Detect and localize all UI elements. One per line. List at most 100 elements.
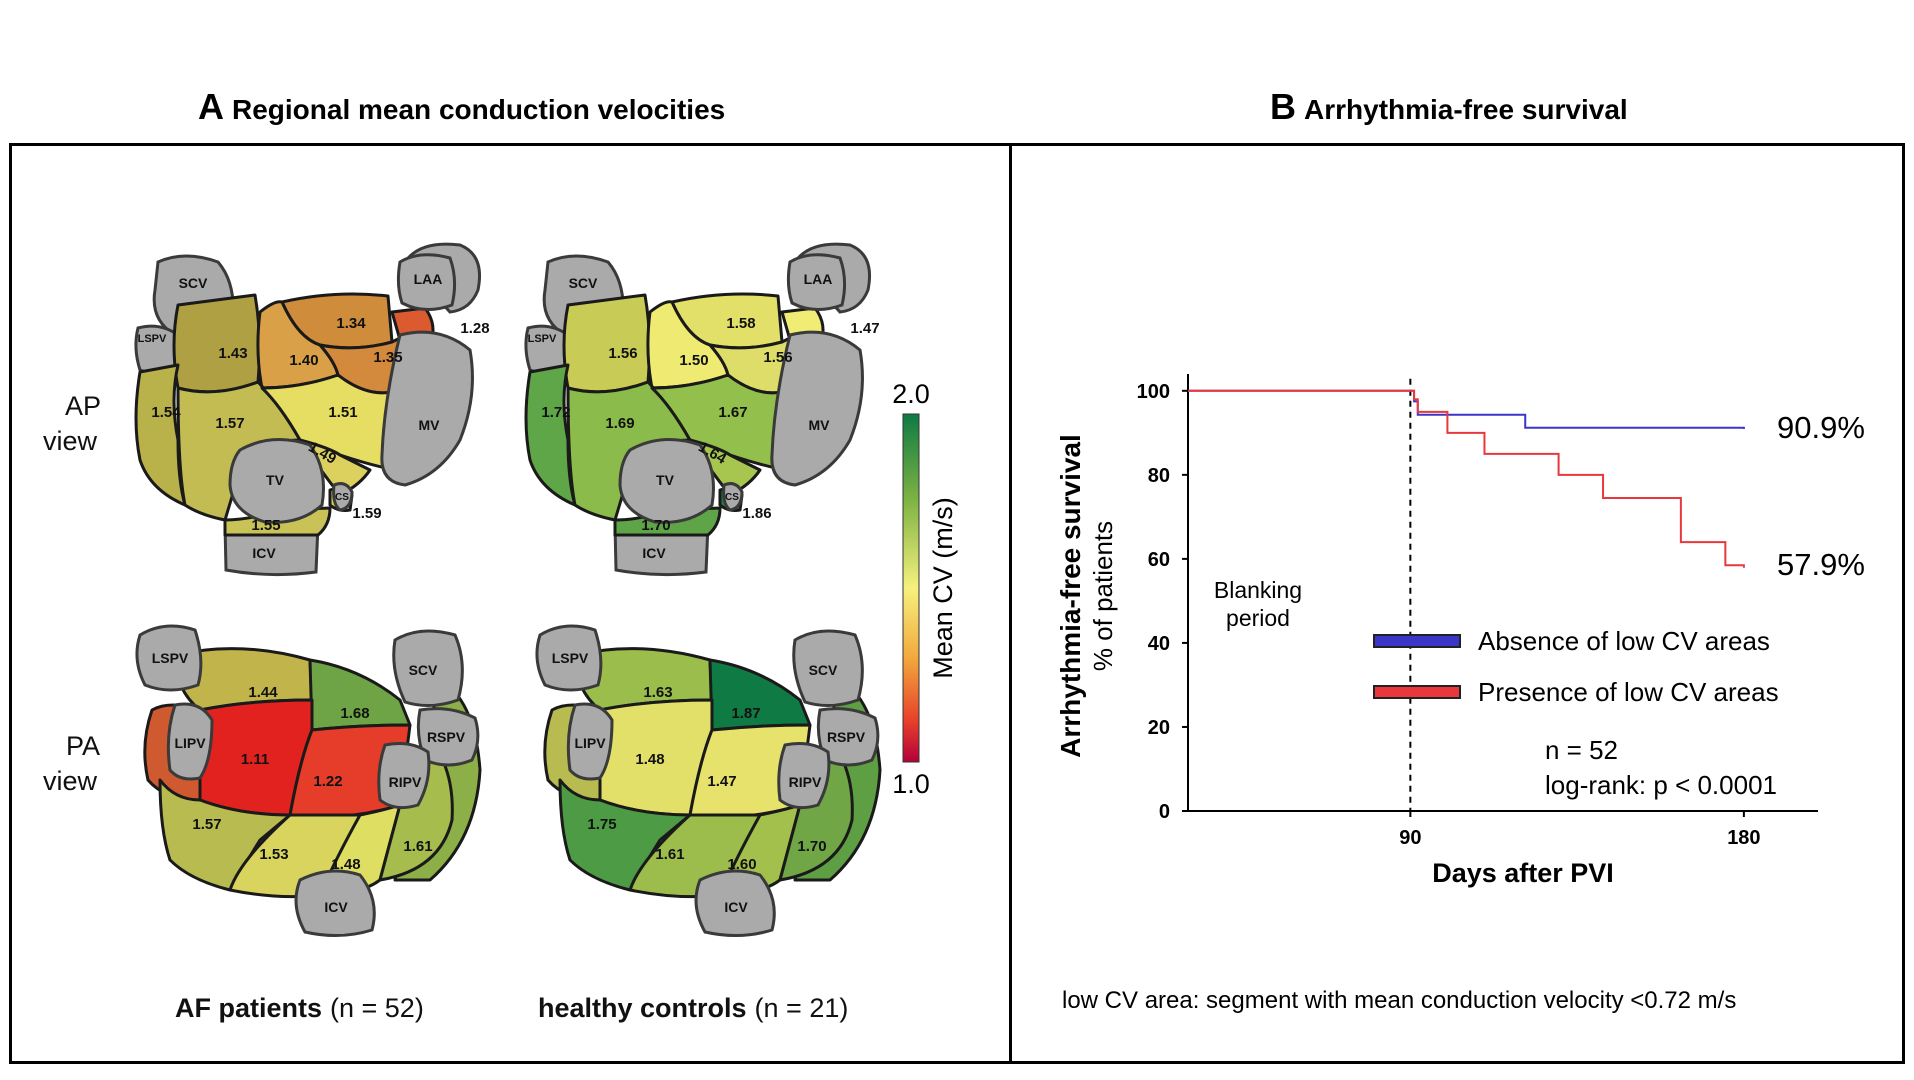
lipv-vessel xyxy=(166,702,214,781)
series-line-1 xyxy=(1188,389,1745,568)
hc-ap-cv-8: 1.67 xyxy=(718,404,747,421)
af-pa-label-lipv: LIPV xyxy=(174,735,206,751)
af-pa-cv-1: 1.44 xyxy=(248,684,278,701)
panel-b-title-text: Arrhythmia-free survival xyxy=(1304,94,1628,125)
af-pa-label-lspv: LSPV xyxy=(152,650,189,666)
colorbar-label: Mean CV (m/s) xyxy=(928,497,958,679)
icv-vessel xyxy=(223,523,320,577)
y-tick-label-4: 80 xyxy=(1148,465,1170,487)
x-axis-title: Days after PVI xyxy=(1432,858,1614,888)
af-ap-cv-8: 1.51 xyxy=(328,404,357,421)
hc-pa-label-lspv: LSPV xyxy=(552,650,589,666)
af-pa-cv-2: 1.68 xyxy=(340,705,369,722)
group-label-hc-n: (n = 21) xyxy=(755,993,849,1023)
af-ap-cv-3: 1.40 xyxy=(289,352,318,369)
pa-row-label-1: PA xyxy=(66,731,100,761)
hc-ap-cv-2: 1.58 xyxy=(726,315,755,332)
mv-vessel xyxy=(380,330,474,487)
panel-a-title: A Regional mean conduction velocities xyxy=(198,86,725,128)
af-ap-cv-1: 1.43 xyxy=(218,345,247,362)
rspv-vessel xyxy=(816,707,880,767)
colorbar-max: 2.0 xyxy=(892,379,930,409)
legend-label-presence: Presence of low CV areas xyxy=(1478,677,1779,707)
panel-b-title: B Arrhythmia-free survival xyxy=(1270,86,1628,128)
end-label-absence: 90.9% xyxy=(1777,410,1865,445)
panel-divider xyxy=(1009,143,1012,1064)
legend-label-absence: Absence of low CV areas xyxy=(1478,626,1770,656)
hc-ap-cv-6: 1.72 xyxy=(541,404,570,421)
af-pa-view-map: LSPV SCV RSPV LIPV RIPV ICV 1.44 1.68 1.… xyxy=(135,624,482,938)
hc-pa-label-scv: SCV xyxy=(809,662,838,678)
hc-pa-cv-3: 1.48 xyxy=(635,751,664,768)
cs-vessel xyxy=(332,482,354,512)
group-label-af-bold: AF patients xyxy=(175,993,322,1023)
hc-ap-cv-10: 1.70 xyxy=(641,517,670,534)
stats-n: n = 52 xyxy=(1545,735,1618,765)
hc-ap-cv-4: 1.56 xyxy=(763,349,792,366)
stats-logrank: log-rank: p < 0.0001 xyxy=(1545,770,1777,800)
x-ticks: 90 180 xyxy=(1399,811,1761,849)
hc-ap-label-lspv: LSPV xyxy=(528,333,557,345)
mv-vessel xyxy=(770,330,864,487)
lspv-vessel xyxy=(135,624,203,692)
x-tick-label-1: 180 xyxy=(1727,827,1760,849)
panel-b-letter: B xyxy=(1270,86,1296,127)
panel-a-atria-maps: AP view PA view SCV LAA LSPV MV TV CS IC… xyxy=(43,242,958,1023)
hc-ap-cv-5: 1.47 xyxy=(850,320,879,337)
lspv-vessel xyxy=(535,624,603,692)
blanking-label-2: period xyxy=(1226,605,1290,631)
pa-row-label-2: view xyxy=(43,766,98,796)
y-axis-subtitle: % of patients xyxy=(1088,521,1118,671)
y-tick-label-3: 60 xyxy=(1148,549,1170,571)
rspv-vessel xyxy=(416,707,480,767)
figure-frame xyxy=(9,143,1905,1064)
af-pa-label-icv: ICV xyxy=(324,899,348,915)
hc-pa-cv-8: 1.70 xyxy=(797,838,826,855)
hc-pa-view-map: LSPV SCV RSPV LIPV RIPV ICV 1.63 1.87 1.… xyxy=(535,624,882,938)
tv-vessel xyxy=(618,438,715,524)
blanking-label-1: Blanking xyxy=(1214,577,1302,603)
tv-vessel xyxy=(228,438,325,524)
af-ap-label-lspv: LSPV xyxy=(138,333,167,345)
icv-vessel xyxy=(694,869,776,938)
icv-vessel xyxy=(294,869,376,938)
ap-row-label-1: AP xyxy=(65,391,101,421)
colorbar-min: 1.0 xyxy=(892,769,930,799)
group-label-af-n: (n = 52) xyxy=(330,993,424,1023)
af-ap-view-map: SCV LAA LSPV MV TV CS ICV 1.43 1.34 1.40… xyxy=(134,242,490,577)
hc-ap-label-cs: CS xyxy=(725,492,739,503)
x-tick-label-0: 90 xyxy=(1399,827,1421,849)
af-pa-cv-4: 1.22 xyxy=(313,773,342,790)
panel-a-letter: A xyxy=(198,86,224,127)
panel-b-survival-chart: 0 20 40 60 80 100 90 180 Arrhythmia-free survi… xyxy=(1055,374,1865,1014)
ripv-vessel xyxy=(377,742,431,810)
af-pa-cv-8: 1.61 xyxy=(403,838,432,855)
hc-ap-label-scv: SCV xyxy=(569,275,598,291)
af-pa-cv-5: 1.57 xyxy=(192,816,221,833)
hc-ap-cv-3: 1.50 xyxy=(679,352,708,369)
af-ap-cv-5: 1.28 xyxy=(460,320,489,337)
hc-ap-label-mv: MV xyxy=(809,417,831,433)
af-ap-cv-4: 1.35 xyxy=(373,349,402,366)
legend: Absence of low CV areas Presence of low … xyxy=(1373,626,1779,707)
scv-vessel xyxy=(792,629,864,707)
group-label-hc-bold: healthy controls xyxy=(538,993,747,1023)
colorbar: 2.0 1.0 Mean CV (m/s) xyxy=(892,379,958,799)
hc-pa-cv-6: 1.61 xyxy=(655,846,684,863)
af-ap-cv-2: 1.34 xyxy=(336,315,366,332)
group-label-hc: healthy controls (n = 21) xyxy=(538,993,848,1023)
hc-ap-label-tv: TV xyxy=(656,472,675,488)
af-pa-cv-6: 1.53 xyxy=(259,846,288,863)
scv-vessel xyxy=(392,629,464,707)
hc-ap-cv-7: 1.69 xyxy=(605,415,634,432)
af-ap-cv-10: 1.55 xyxy=(251,517,280,534)
y-ticks: 0 20 40 60 80 100 xyxy=(1137,381,1188,823)
af-pa-label-scv: SCV xyxy=(409,662,438,678)
af-ap-label-icv: ICV xyxy=(252,545,276,561)
af-ap-label-cs: CS xyxy=(335,492,349,503)
af-ap-seg-8 xyxy=(260,373,402,472)
hc-pa-label-icv: ICV xyxy=(724,899,748,915)
y-axis-title: Arrhythmia-free survival xyxy=(1055,434,1086,758)
hc-pa-cv-2: 1.87 xyxy=(731,705,760,722)
hc-pa-cv-7: 1.60 xyxy=(727,856,756,873)
